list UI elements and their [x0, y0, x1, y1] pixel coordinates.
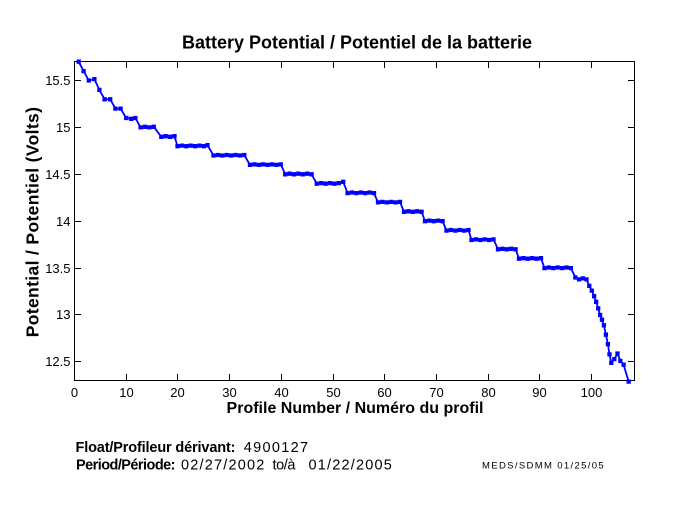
svg-text:01/22/2005: 01/22/2005 [309, 458, 394, 474]
svg-text:12.5: 12.5 [45, 354, 70, 369]
svg-text:13: 13 [56, 307, 70, 322]
svg-text:80: 80 [481, 385, 495, 400]
svg-text:Period/Période:: Period/Période: [76, 458, 175, 474]
svg-text:100: 100 [581, 385, 603, 400]
svg-text:Profile Number / Numéro du pro: Profile Number / Numéro du profil [227, 400, 484, 417]
svg-text:4900127: 4900127 [244, 440, 310, 456]
svg-text:to/à: to/à [273, 458, 297, 474]
svg-text:15.5: 15.5 [45, 73, 70, 88]
svg-text:70: 70 [429, 385, 443, 400]
svg-text:0: 0 [71, 385, 78, 400]
svg-text:60: 60 [377, 385, 391, 400]
svg-text:02/27/2002: 02/27/2002 [181, 458, 266, 474]
svg-text:Float/Profileur dérivant:: Float/Profileur dérivant: [76, 440, 236, 456]
svg-text:40: 40 [274, 385, 288, 400]
svg-text:50: 50 [326, 385, 340, 400]
svg-text:14: 14 [56, 214, 70, 229]
svg-text:15: 15 [56, 120, 70, 135]
svg-text:90: 90 [532, 385, 546, 400]
svg-text:MEDS/SDMM 01/25/05: MEDS/SDMM 01/25/05 [482, 460, 605, 471]
svg-text:Battery Potential / Potentiel: Battery Potential / Potentiel de la batt… [182, 33, 532, 53]
svg-text:Potential / Potentiel (Volts): Potential / Potentiel (Volts) [23, 107, 43, 338]
svg-text:10: 10 [119, 385, 133, 400]
svg-text:30: 30 [222, 385, 236, 400]
svg-text:20: 20 [170, 385, 184, 400]
svg-text:13.5: 13.5 [45, 261, 70, 276]
svg-text:14.5: 14.5 [45, 167, 70, 182]
